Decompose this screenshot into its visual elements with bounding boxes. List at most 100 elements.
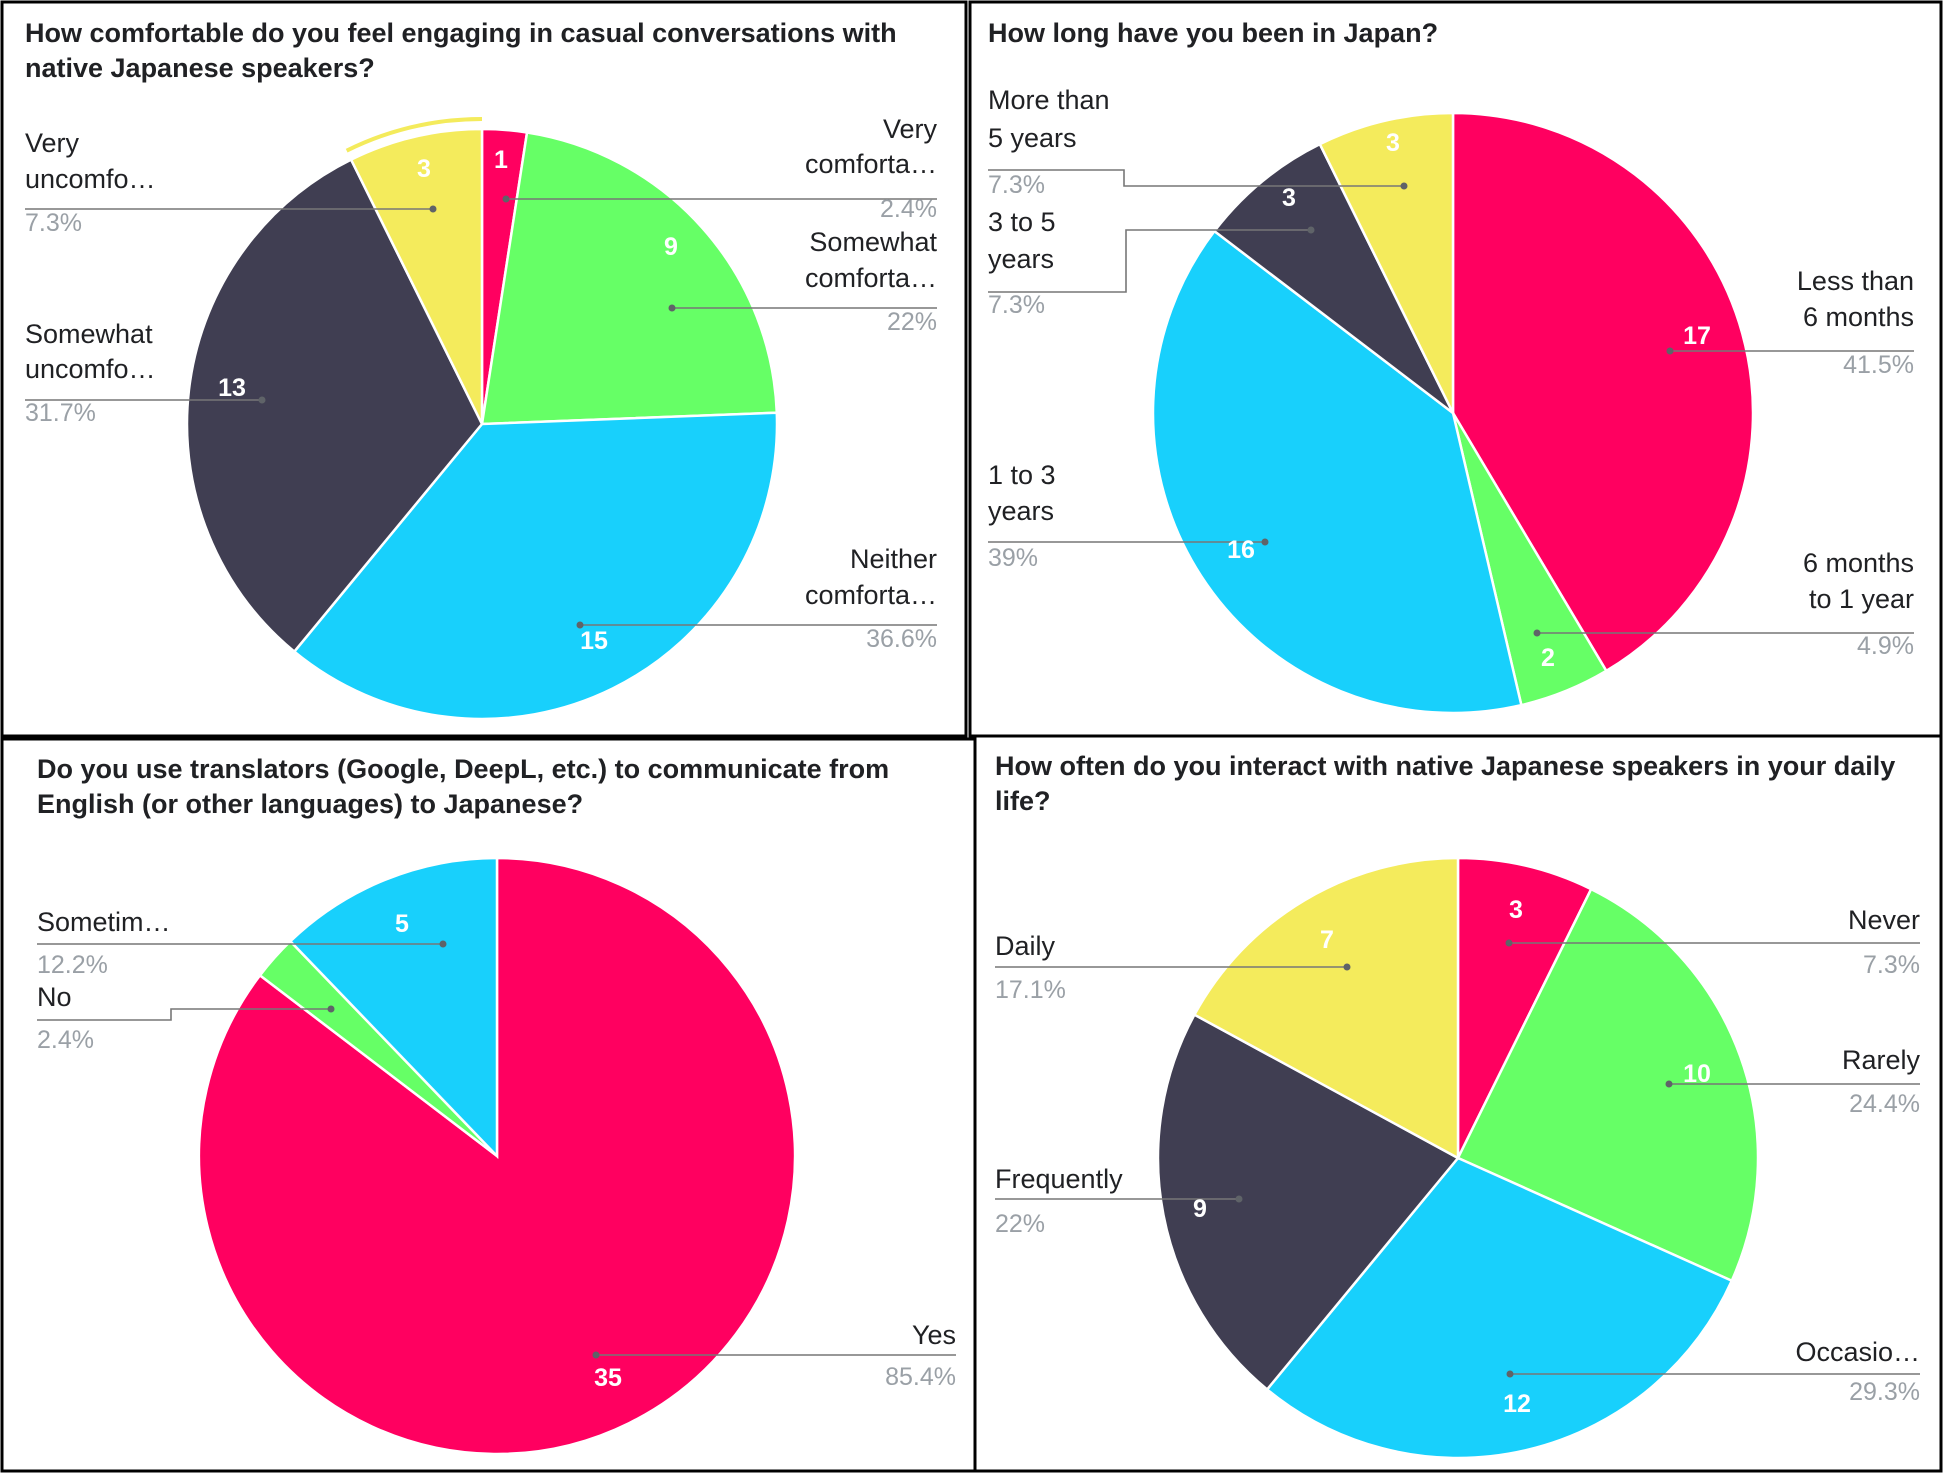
slice-label-no: No: [37, 982, 72, 1012]
slice-percent-very-uncomfortable: 7.3%: [25, 209, 82, 237]
leader-dot-6-months-to-1-year: [1533, 629, 1541, 637]
slice-label-somewhat-comfortable: Somewhat: [809, 227, 937, 257]
slice-value-yes: 35: [594, 1364, 622, 1392]
slice-percent-more-than-5-years: 7.3%: [988, 171, 1045, 199]
leader-dot-1-to-3-years: [1261, 538, 1269, 546]
slice-percent-daily: 17.1%: [995, 976, 1066, 1004]
slice-label-6-months-to-1-year: 6 months: [1803, 548, 1914, 578]
leader-dot-very-uncomfortable: [429, 205, 437, 213]
slice-percent-1-to-3-years: 39%: [988, 544, 1038, 572]
slice-label-yes: Yes: [912, 1320, 956, 1350]
leader-dot-daily: [1343, 963, 1351, 971]
pie-slice-somewhat-uncomfortable: [185, 157, 484, 654]
slice-percent-3-to-5-years: 7.3%: [988, 291, 1045, 319]
slice-value-somewhat-comfortable: 9: [664, 233, 678, 261]
slice-label-3-to-5-years: years: [988, 244, 1054, 274]
pie-slice-1-to-3-years: [1151, 229, 1523, 715]
chart-title-line: How often do you interact with native Ja…: [995, 751, 1895, 781]
slice-value-very-comfortable: 1: [494, 146, 508, 174]
chart-title-line: English (or other languages) to Japanese…: [37, 789, 583, 819]
slice-value-occasionally: 12: [1503, 1390, 1531, 1418]
pie-chart-2: How long have you been in Japan? Less tha…: [968, 0, 1943, 738]
slice-percent-somewhat-comfortable: 22%: [887, 308, 937, 336]
slice-value-6-months-to-1-year: 2: [1541, 644, 1555, 672]
leader-dot-somewhat-uncomfortable: [258, 396, 266, 404]
slice-label-less-than-6-months: 6 months: [1803, 302, 1914, 332]
slice-label-3-to-5-years: 3 to 5: [988, 207, 1056, 237]
slice-percent-no: 2.4%: [37, 1026, 94, 1054]
pie-slice-neither-comfortable: [292, 411, 779, 721]
leader-dot-yes: [592, 1351, 600, 1359]
chart-title-line: Do you use translators (Google, DeepL, e…: [37, 754, 889, 784]
pie-chart-1: How comfortable do you feel engaging in …: [0, 0, 968, 738]
slice-percent-frequently: 22%: [995, 1210, 1045, 1238]
slice-label-somewhat-uncomfortable: uncomfo…: [25, 354, 156, 384]
pie-chart-3: Do you use translators (Google, DeepL, e…: [0, 737, 977, 1473]
leader-line-no: [37, 1008, 331, 1021]
slice-value-sometimes: 5: [395, 910, 409, 938]
slice-percent-rarely: 24.4%: [1849, 1090, 1920, 1118]
slice-percent-yes: 85.4%: [885, 1363, 956, 1391]
leader-line-3-to-5-years: [988, 229, 1311, 293]
leader-dot-frequently: [1235, 1195, 1243, 1203]
leader-dot-more-than-5-years: [1400, 182, 1408, 190]
slice-percent-sometimes: 12.2%: [37, 951, 108, 979]
slice-percent-6-months-to-1-year: 4.9%: [1857, 632, 1914, 660]
pie-slice-more-than-5-years: [1318, 111, 1455, 414]
leader-dot-never: [1505, 939, 1513, 947]
chart-title-line: native Japanese speakers?: [25, 53, 375, 83]
slice-percent-never: 7.3%: [1863, 951, 1920, 979]
slice-label-frequently: Frequently: [995, 1164, 1123, 1194]
chart-title-line: life?: [995, 786, 1051, 816]
slice-label-rarely: Rarely: [1842, 1045, 1921, 1075]
slice-label-very-comfortable: Very: [883, 114, 938, 144]
slice-value-rarely: 10: [1683, 1060, 1711, 1088]
slice-value-3-to-5-years: 3: [1282, 184, 1296, 212]
slice-label-neither-comfortable: comforta…: [805, 580, 937, 610]
chart-title-line: How comfortable do you feel engaging in …: [25, 18, 897, 48]
leader-dot-less-than-6-months: [1666, 347, 1674, 355]
slice-value-less-than-6-months: 17: [1683, 322, 1711, 350]
slice-label-very-comfortable: comforta…: [805, 149, 937, 179]
leader-dot-3-to-5-years: [1307, 226, 1315, 234]
pie-chart-4: How often do you interact with native Ja…: [973, 734, 1943, 1473]
slice-highlight-arc: [345, 117, 483, 153]
slice-value-very-uncomfortable: 3: [417, 155, 431, 183]
slice-percent-neither-comfortable: 36.6%: [866, 625, 937, 653]
leader-dot-very-comfortable: [502, 195, 510, 203]
slice-value-daily: 7: [1320, 926, 1334, 954]
pie-slice-frequently: [1156, 1012, 1460, 1392]
chart-title-line: How long have you been in Japan?: [988, 18, 1438, 48]
pie-slice-daily: [1192, 856, 1460, 1161]
slice-label-less-than-6-months: Less than: [1797, 266, 1914, 296]
leader-dot-occasionally: [1506, 1370, 1514, 1378]
pie-slice-very-uncomfortable: [349, 127, 484, 425]
leader-line-more-than-5-years: [988, 169, 1404, 187]
slice-label-occasionally: Occasio…: [1795, 1337, 1920, 1367]
slice-value-1-to-3-years: 16: [1227, 536, 1255, 564]
pie-slice-less-than-6-months: [1451, 111, 1755, 673]
slice-label-1-to-3-years: years: [988, 496, 1054, 526]
slice-label-neither-comfortable: Neither: [850, 544, 937, 574]
slice-percent-somewhat-uncomfortable: 31.7%: [25, 399, 96, 427]
slice-label-1-to-3-years: 1 to 3: [988, 460, 1056, 490]
slice-value-neither-comfortable: 15: [580, 627, 608, 655]
slice-label-somewhat-comfortable: comforta…: [805, 263, 937, 293]
pie-slice-occasionally: [1265, 1156, 1734, 1460]
slice-value-somewhat-uncomfortable: 13: [218, 374, 246, 402]
slice-value-frequently: 9: [1193, 1195, 1207, 1223]
slice-label-more-than-5-years: More than: [988, 85, 1110, 115]
pie-slice-never: [1456, 856, 1593, 1159]
leader-dot-somewhat-comfortable: [668, 304, 676, 312]
leader-dot-no: [327, 1005, 335, 1013]
slice-label-daily: Daily: [995, 931, 1056, 961]
slice-label-never: Never: [1848, 905, 1920, 935]
slice-value-more-than-5-years: 3: [1386, 129, 1400, 157]
pie-slice-3-to-5-years: [1212, 142, 1455, 414]
slice-value-never: 3: [1509, 896, 1523, 924]
leader-dot-neither-comfortable: [576, 621, 584, 629]
slice-label-very-uncomfortable: uncomfo…: [25, 164, 156, 194]
slice-label-6-months-to-1-year: to 1 year: [1809, 584, 1914, 614]
